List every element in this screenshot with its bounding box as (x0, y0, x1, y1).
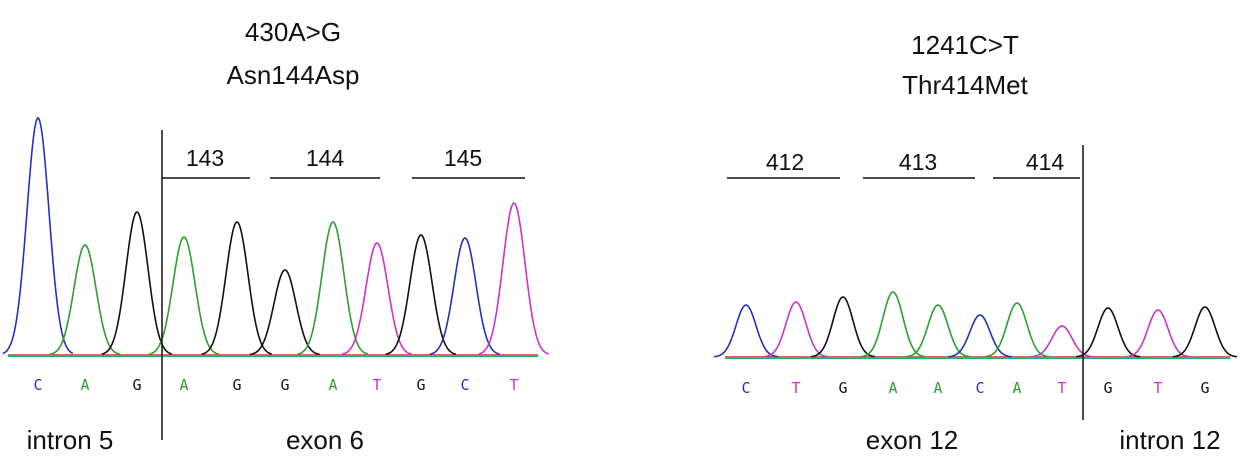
trace-peak (764, 302, 828, 357)
base-call: G (280, 376, 289, 394)
base-call: T (1057, 379, 1066, 397)
trace-peak (985, 303, 1049, 357)
trace-peak (906, 305, 970, 357)
trace-peak (811, 297, 875, 357)
base-call: G (1103, 379, 1112, 397)
codon-number: 143 (186, 145, 224, 171)
trace-peak (50, 245, 120, 354)
trace-peak (479, 203, 549, 354)
base-call: A (328, 376, 337, 394)
base-call: A (80, 376, 89, 394)
codon-number: 145 (444, 145, 482, 171)
region-label: exon 6 (286, 425, 364, 455)
base-call: C (33, 376, 42, 394)
mutation-title: Asn144Asp (227, 60, 360, 90)
mutation-title: Thr414Met (902, 70, 1028, 100)
mutation-title: 1241C>T (911, 30, 1019, 60)
base-call: G (132, 376, 141, 394)
codon-number: 414 (1026, 149, 1065, 175)
base-call: A (888, 379, 897, 397)
base-call: T (791, 379, 800, 397)
trace-peak (3, 118, 73, 354)
codon-number: 412 (766, 149, 804, 175)
base-call: C (741, 379, 750, 397)
region-label: intron 12 (1119, 425, 1220, 455)
region-label: exon 12 (866, 425, 959, 455)
trace-peak (430, 238, 500, 354)
base-call: G (838, 379, 847, 397)
base-call: A (1012, 379, 1021, 397)
trace-peak (861, 292, 925, 357)
codon-number: 413 (899, 149, 937, 175)
base-call: T (1153, 379, 1162, 397)
trace-peak (1126, 310, 1190, 357)
base-call: A (933, 379, 942, 397)
base-call: T (372, 376, 381, 394)
base-call: G (232, 376, 241, 394)
base-call: G (1200, 379, 1209, 397)
figure: 430A>G Asn144Asp C A G A G G A T G C T 143 144 145 intro… (0, 0, 1256, 463)
trace-peak (202, 222, 272, 354)
trace-peak (1173, 307, 1237, 357)
region-label: intron 5 (27, 425, 114, 455)
base-call: C (975, 379, 984, 397)
mutation-title: 430A>G (245, 17, 341, 47)
trace-peak (386, 235, 456, 354)
base-call: G (416, 376, 425, 394)
trace-peak (714, 305, 778, 357)
base-call: T (509, 376, 518, 394)
base-call: A (179, 376, 188, 394)
base-call: C (460, 376, 469, 394)
trace-peak (342, 243, 412, 354)
codon-number: 144 (306, 145, 345, 171)
trace-peak (1076, 308, 1140, 357)
